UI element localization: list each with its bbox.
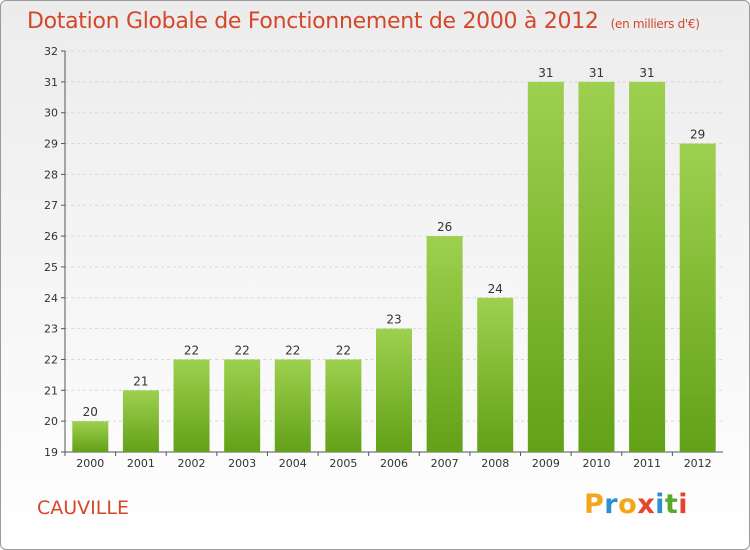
- bar-value-label-2001: 21: [133, 374, 148, 388]
- bar-value-label-2009: 31: [538, 66, 553, 80]
- proxiti-logo: Proxiti: [584, 489, 688, 520]
- y-tick-label-26: 26: [44, 230, 58, 243]
- bar-2002: [173, 359, 210, 452]
- bar-2005: [325, 359, 362, 452]
- logo-letter: x: [637, 489, 656, 520]
- bar-2000: [72, 421, 109, 452]
- x-tick-label-2005: 2005: [329, 457, 357, 470]
- bar-2001: [122, 390, 159, 452]
- bar-value-label-2012: 29: [690, 128, 705, 142]
- bar-value-label-2004: 22: [285, 343, 300, 357]
- bar-2004: [274, 359, 311, 452]
- bar-2009: [527, 81, 564, 452]
- logo-letter: i: [678, 489, 689, 520]
- x-tick-label-2012: 2012: [684, 457, 712, 470]
- x-tick-label-2001: 2001: [127, 457, 155, 470]
- x-tick-label-2002: 2002: [178, 457, 206, 470]
- y-tick-label-32: 32: [44, 45, 58, 58]
- bar-2008: [477, 297, 514, 452]
- y-tick-label-24: 24: [44, 292, 58, 305]
- y-tick-label-23: 23: [44, 323, 58, 336]
- y-tick-label-29: 29: [44, 138, 58, 151]
- bar-value-label-2010: 31: [589, 66, 604, 80]
- logo-letter: o: [618, 489, 638, 520]
- y-tick-label-31: 31: [44, 76, 58, 89]
- logo-letter: P: [584, 489, 605, 520]
- y-tick-label-27: 27: [44, 199, 58, 212]
- y-tick-label-20: 20: [44, 415, 58, 428]
- bar-value-label-2006: 23: [386, 313, 401, 327]
- x-tick-label-2010: 2010: [582, 457, 610, 470]
- bar-value-label-2003: 22: [235, 343, 250, 357]
- bar-2007: [426, 236, 463, 452]
- x-tick-label-2003: 2003: [228, 457, 256, 470]
- logo-letter: t: [664, 489, 679, 520]
- bar-value-label-2000: 20: [83, 405, 98, 419]
- x-tick-label-2004: 2004: [279, 457, 307, 470]
- bar-2003: [224, 359, 261, 452]
- chart-title-text: Dotation Globale de Fonctionnement de 20…: [27, 9, 599, 34]
- commune-name: CAUVILLE: [37, 497, 129, 519]
- bar-2011: [629, 81, 666, 452]
- x-tick-label-2011: 2011: [633, 457, 661, 470]
- bar-value-label-2002: 22: [184, 343, 199, 357]
- y-tick-label-25: 25: [44, 261, 58, 274]
- logo-letter: r: [604, 489, 619, 520]
- bar-value-label-2011: 31: [639, 66, 654, 80]
- y-tick-label-28: 28: [44, 168, 58, 181]
- bar-2006: [376, 328, 412, 452]
- bar-value-label-2008: 24: [488, 282, 503, 296]
- x-tick-label-2006: 2006: [380, 457, 408, 470]
- bar-2010: [578, 81, 615, 452]
- y-tick-label-21: 21: [44, 384, 58, 397]
- x-tick-label-2007: 2007: [431, 457, 459, 470]
- y-tick-label-19: 19: [44, 446, 58, 459]
- x-tick-label-2000: 2000: [76, 457, 104, 470]
- y-tick-label-22: 22: [44, 353, 58, 366]
- bar-value-label-2005: 22: [336, 343, 351, 357]
- bar-2012: [679, 143, 716, 453]
- chart-subtitle: (en milliers d'€): [610, 17, 700, 31]
- chart-title: Dotation Globale de Fonctionnement de 20…: [27, 9, 700, 34]
- bar-value-label-2007: 26: [437, 220, 452, 234]
- x-tick-label-2008: 2008: [481, 457, 509, 470]
- y-tick-label-30: 30: [44, 107, 58, 120]
- logo-letter: i: [655, 489, 665, 520]
- x-tick-label-2009: 2009: [532, 457, 560, 470]
